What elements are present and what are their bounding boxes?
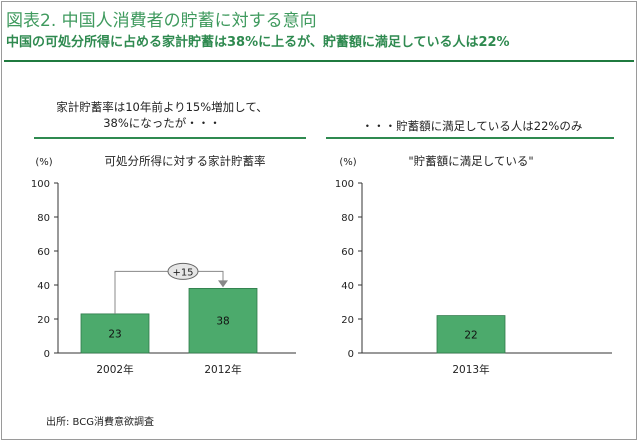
left-bar-0 [80,313,150,354]
left-change-badge-label: +15 [172,267,193,278]
right-y-tick-label: 100 [335,179,354,190]
left-chart-title: 可処分所得に対する家計貯蓄率 [105,154,266,168]
left-change-arrowhead [218,280,228,288]
right-panel-divider [326,137,614,139]
right-y-tick-label: 20 [341,315,354,326]
figure-subtitle: 中国の可処分所得に占める家計貯蓄は38%に上るが、貯蓄額に満足している人は22% [6,35,510,50]
right-unit-label: (%) [339,157,356,168]
right-y-tick-label: 60 [341,247,354,258]
left-panel-header-line2: 38%になったが・・・ [103,116,221,130]
left-y-tick-label: 60 [37,247,50,258]
left-bar-value-label: 38 [216,316,229,328]
left-y-tick-label: 80 [37,213,50,224]
left-unit-label: (%) [35,157,52,168]
title-divider [4,60,634,62]
left-y-tick-label: 40 [37,281,50,292]
left-x-tick-label: 2012年 [204,363,241,376]
left-y-tick-label: 0 [44,349,50,360]
left-x-tick-label: 2002年 [96,363,133,376]
right-bar-value-label: 22 [464,329,477,341]
left-bar-1 [188,287,258,354]
right-chart-title: "貯蓄額に満足している" [408,154,533,168]
right-y-tick-label: 40 [341,281,354,292]
right-y-tick-label: 80 [341,213,354,224]
left-bar-value-label: 23 [108,328,121,340]
right-bar-0 [436,315,506,354]
left-change-badge [167,262,199,280]
left-panel-header: 家計貯蓄率は10年前より15%増加して、 38%になったが・・・ [40,99,284,131]
right-x-tick-label: 2013年 [452,363,489,376]
source-note: 出所: BCG消費意欲調査 [46,417,154,428]
right-y-tick-label: 0 [348,349,354,360]
right-panel-header-line1: ・・・貯蓄額に満足している人は22%のみ [361,119,583,133]
left-y-tick-label: 20 [37,315,50,326]
left-y-tick-label: 100 [31,179,50,190]
right-panel-header: ・・・貯蓄額に満足している人は22%のみ [330,118,614,134]
figure-title: 図表2. 中国人消費者の貯蓄に対する意向 [6,11,317,31]
left-panel-divider [34,137,306,139]
left-panel-header-line1: 家計貯蓄率は10年前より15%増加して、 [56,100,268,114]
